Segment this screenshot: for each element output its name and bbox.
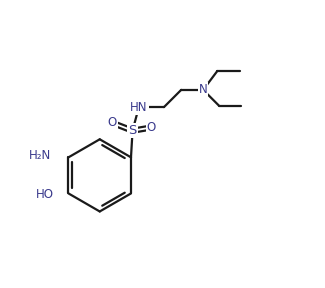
Text: O: O (108, 116, 117, 129)
Text: O: O (147, 121, 156, 134)
Text: HN: HN (130, 101, 148, 114)
Text: N: N (199, 83, 208, 96)
Text: HO: HO (36, 189, 54, 202)
Text: H₂N: H₂N (29, 149, 51, 162)
Text: S: S (128, 124, 137, 137)
